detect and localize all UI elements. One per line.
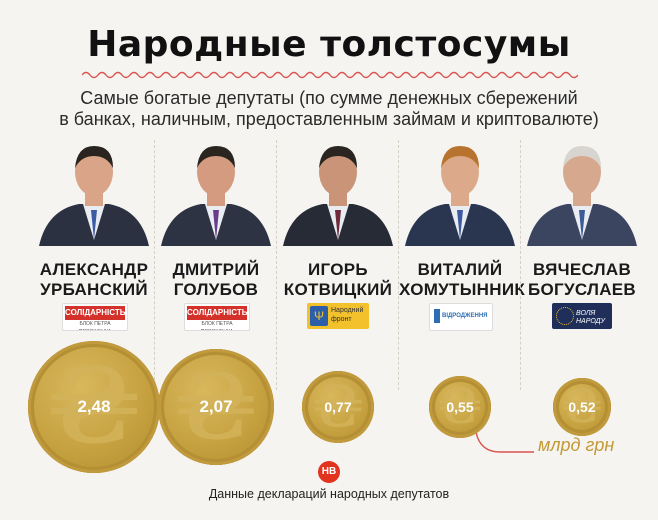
deputy-first-name: ВЯЧЕСЛАВ xyxy=(532,260,632,279)
unit-arrow xyxy=(475,431,534,453)
party-logo-icon xyxy=(434,309,440,323)
party-badge: ВІДРОДЖЕННЯ xyxy=(429,303,493,331)
deputy-photo xyxy=(39,146,149,246)
amount-value: 0,52 xyxy=(568,398,596,415)
column-divider xyxy=(154,140,155,390)
hryvnia-icon: ₴ xyxy=(562,380,602,433)
deputy-photo xyxy=(283,146,393,246)
amount-value: 2,48 xyxy=(77,396,111,416)
deputy-name: ДМИТРИЙ ГОЛУБОВ xyxy=(155,260,277,300)
deputy-last-name: КОТВИЦКИЙ xyxy=(283,280,393,299)
deputy-last-name: ГОЛУБОВ xyxy=(173,280,259,299)
subtitle: Самые богатые депутаты (по сумме денежны… xyxy=(40,88,618,130)
party-badge: Ψ Народний фронт xyxy=(307,303,369,329)
deputy-last-name: УРБАНСКИЙ xyxy=(40,280,148,299)
party-subname: БЛОК ПЕТРА ПОРОШЕНКА xyxy=(201,321,233,330)
party-subname: БЛОК ПЕТРА ПОРОШЕНКА xyxy=(79,321,111,330)
deputy-column: ИГОРЬ КОТВИЦКИЙ Ψ Народний фронт xyxy=(277,140,399,470)
subtitle-line: Самые богатые депутаты (по сумме денежны… xyxy=(80,88,578,108)
party-name: СОЛІДАРНІСТЬ xyxy=(65,306,125,320)
deputy-column: ВИТАЛИЙ ХОМУТЫННИК ВІДРОДЖЕННЯ xyxy=(399,140,526,470)
subtitle-line: в банках, наличным, предоставленным займ… xyxy=(59,109,599,129)
nv-logo-icon: НВ xyxy=(318,461,340,483)
hryvnia-icon: ₴ xyxy=(48,346,140,467)
column-divider xyxy=(520,140,521,390)
party-badge: СОЛІДАРНІСТЬ БЛОК ПЕТРА ПОРОШЕНКА xyxy=(184,303,250,331)
deputy-column: АЛЕКСАНДР УРБАНСКИЙ СОЛІДАРНІСТЬ БЛОК ПЕТР… xyxy=(33,140,155,470)
deputy-last-name: БОГУСЛАЕВ xyxy=(527,280,637,299)
trident-icon: Ψ xyxy=(310,306,328,326)
party-name: СОЛІДАРНІСТЬ xyxy=(187,306,247,320)
party-name: ВОЛЯ НАРОДУ xyxy=(576,310,606,325)
deputy-first-name: АЛЕКСАНДР xyxy=(39,260,149,279)
amount-coin: ₴ 0,77 xyxy=(302,371,374,443)
hryvnia-icon: ₴ xyxy=(176,354,256,460)
deputy-name: ВЯЧЕСЛАВ БОГУСЛАЕВ xyxy=(521,260,643,300)
deputy-first-name: ДМИТРИЙ xyxy=(172,260,260,279)
unit-label: млрд грн xyxy=(538,435,615,455)
deputy-column: ВЯЧЕСЛАВ БОГУСЛАЕВ ВОЛЯ НАРОДУ xyxy=(521,140,643,470)
deputy-photo xyxy=(161,146,271,246)
amount-coin: ₴ 0,52 xyxy=(553,378,611,436)
hryvnia-icon: ₴ xyxy=(438,379,482,435)
wavy-divider xyxy=(82,71,578,79)
deputy-photo xyxy=(527,146,637,246)
party-badge: ВОЛЯ НАРОДУ xyxy=(552,303,612,329)
page-title: Народные толстосумы xyxy=(87,24,571,65)
deputy-name: ИГОРЬ КОТВИЦКИЙ xyxy=(277,260,399,300)
column-divider xyxy=(398,140,399,390)
party-badge: СОЛІДАРНІСТЬ БЛОК ПЕТРА ПОРОШЕНКА xyxy=(62,303,128,331)
amount-value: 2,07 xyxy=(199,396,233,416)
amount-coin: ₴ 0,55 xyxy=(429,376,491,438)
deputy-first-name: ИГОРЬ xyxy=(308,260,368,279)
column-divider xyxy=(276,140,277,390)
deputy-name: АЛЕКСАНДР УРБАНСКИЙ xyxy=(33,260,155,300)
deputy-photo xyxy=(405,146,515,246)
amount-coin: ₴ 2,48 xyxy=(28,341,160,473)
amount-coin: ₴ 2,07 xyxy=(158,349,274,465)
amount-value: 0,77 xyxy=(324,398,352,415)
party-name: ВІДРОДЖЕННЯ xyxy=(442,313,488,319)
deputy-last-name: ХОМУТЫННИК xyxy=(399,280,526,299)
deputy-first-name: ВИТАЛИЙ xyxy=(417,260,503,279)
eu-stars-icon xyxy=(556,307,574,325)
deputy-name: ВИТАЛИЙ ХОМУТЫННИК xyxy=(399,260,526,300)
amount-value: 0,55 xyxy=(446,398,474,415)
source-note: Данные деклараций народных депутатов xyxy=(208,487,450,501)
hryvnia-icon: ₴ xyxy=(313,374,363,440)
party-name: Народний фронт xyxy=(331,307,364,323)
